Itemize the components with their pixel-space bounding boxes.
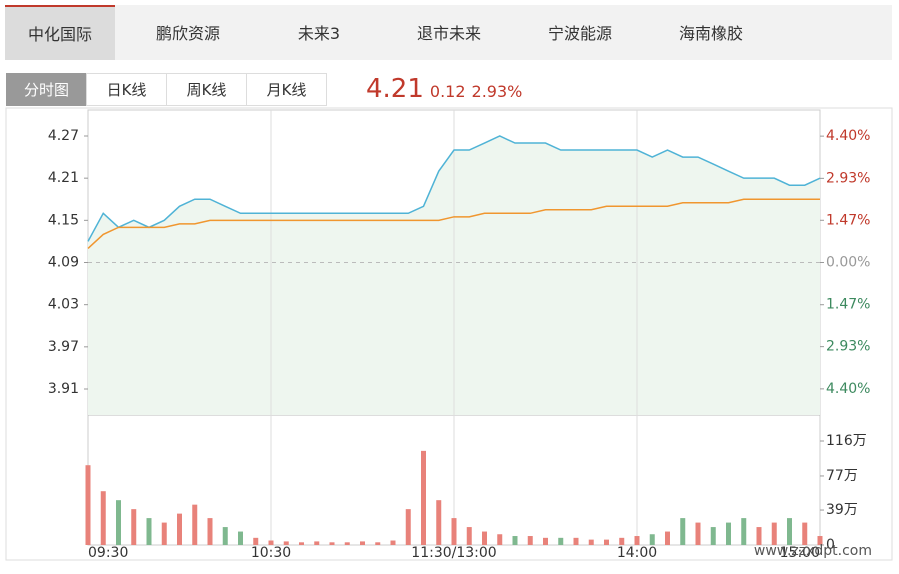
volume-bar — [329, 542, 335, 545]
chart-tab[interactable]: 分时图 — [6, 73, 87, 106]
stock-tab[interactable]: 退市未来 — [416, 24, 481, 43]
volume-bar — [177, 513, 182, 545]
volume-bar — [375, 542, 381, 545]
y2-tick-label: 0.00% — [826, 255, 870, 271]
volume-bar — [100, 491, 106, 545]
volume-bar — [222, 527, 228, 545]
volume-bar — [192, 504, 198, 545]
volume-bar — [238, 531, 243, 545]
volume-bar — [314, 541, 320, 545]
volume-bar — [497, 534, 503, 545]
y-tick-label: 4.09 — [48, 255, 79, 271]
volume-bar — [466, 527, 472, 545]
volume-bar — [131, 509, 137, 545]
volume-bar — [268, 540, 274, 545]
volume-bar — [710, 527, 716, 545]
volume-bar — [726, 522, 731, 545]
volume-bar — [695, 522, 701, 545]
price: 4.21 — [366, 74, 424, 104]
stock-tab[interactable]: 中化国际 — [5, 5, 115, 60]
volume-bar — [741, 518, 747, 545]
y-tick-label: 4.03 — [48, 297, 79, 313]
volume-bar — [665, 531, 670, 545]
series-line — [87, 198, 820, 249]
volume-bar — [634, 536, 640, 545]
volume-bar — [649, 534, 655, 545]
y2-tick-label: 1.47% — [826, 212, 870, 228]
x-tick-label: 14:00 — [617, 545, 657, 561]
volume-bar — [344, 542, 350, 545]
volume-bar — [512, 536, 518, 545]
x-tick-label: 09:30 — [88, 545, 128, 561]
y2-tick-label: 4.40% — [826, 381, 870, 397]
volume-bar — [771, 522, 777, 545]
y-tick-label: 4.15 — [48, 212, 79, 228]
watermark: www.zzxdpt.com — [754, 543, 872, 559]
volume-bar — [527, 536, 533, 545]
volume-bar — [405, 509, 411, 545]
volume-bar — [756, 527, 762, 545]
volume-bar — [116, 500, 121, 545]
chart-tab[interactable]: 日K线 — [86, 73, 167, 106]
y-tick-label: 4.21 — [48, 170, 79, 186]
volume-bar — [680, 518, 686, 545]
y-tick-label: 39万 — [826, 502, 858, 518]
volume-bar — [207, 518, 213, 545]
volume-bar — [817, 536, 823, 545]
chart-tab[interactable]: 月K线 — [246, 73, 327, 106]
stock-tab[interactable]: 宁波能源 — [547, 24, 612, 43]
volume-bar — [146, 518, 152, 545]
y-tick-label: 77万 — [826, 468, 858, 484]
volume-bar — [573, 537, 579, 545]
y2-tick-label: 1.47% — [826, 297, 870, 313]
volume-bar — [451, 518, 457, 545]
y2-tick-label: 4.40% — [826, 128, 870, 144]
quote: 4.21 0.12 2.93% — [366, 74, 522, 104]
volume-bar — [802, 522, 808, 545]
volume-bar — [421, 450, 426, 545]
volume-bar — [161, 522, 167, 545]
volume-bar — [787, 518, 792, 545]
chart-frame — [5, 107, 893, 561]
y-tick-label: 4.27 — [48, 128, 79, 144]
stock-tab[interactable]: 海南橡胶 — [678, 24, 743, 43]
volume-bar — [85, 465, 91, 545]
stock-tab[interactable]: 鹏欣资源 — [155, 24, 220, 43]
y2-tick-label: 2.93% — [826, 170, 870, 186]
volume-bar — [619, 537, 625, 545]
volume-bar — [390, 540, 396, 545]
volume-bar — [558, 537, 564, 545]
volume-bar — [604, 539, 609, 545]
x-tick-label: 15:00 — [780, 545, 820, 561]
volume-bar — [482, 531, 487, 545]
y-tick-label: 3.97 — [48, 339, 79, 355]
y-tick-label: 3.91 — [48, 381, 79, 397]
volume-bar — [588, 539, 594, 545]
chart-tab[interactable]: 周K线 — [166, 73, 247, 106]
y-tick-label: 116万 — [826, 433, 867, 449]
change: 0.12 — [429, 82, 466, 101]
change-pct: 2.93% — [471, 82, 523, 101]
volume-bar — [253, 537, 259, 545]
y2-tick-label: 2.93% — [826, 339, 870, 355]
y-tick-label: 0 — [826, 537, 835, 553]
volume-bar — [436, 500, 442, 545]
stock-tabs: 中化国际 鹏欣资源 未来3 退市未来 宁波能源 海南橡胶 — [5, 5, 892, 60]
x-tick-label: 10:30 — [251, 545, 291, 561]
volume-bar — [360, 541, 365, 545]
volume-bar — [543, 537, 548, 545]
x-tick-label: 11:30/13:00 — [411, 545, 496, 561]
stock-tab[interactable]: 未来3 — [297, 24, 341, 43]
volume-bar — [299, 542, 304, 545]
volume-bar — [283, 541, 289, 545]
series-line — [87, 135, 821, 242]
